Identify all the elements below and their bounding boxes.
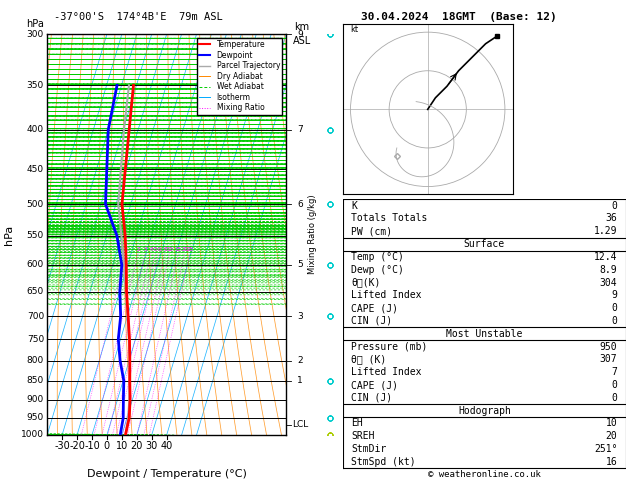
Text: 850: 850 bbox=[27, 376, 44, 385]
Text: 6: 6 bbox=[297, 200, 303, 208]
Text: 650: 650 bbox=[27, 287, 44, 296]
Text: 30.04.2024  18GMT  (Base: 12): 30.04.2024 18GMT (Base: 12) bbox=[361, 12, 557, 22]
Text: -37°00'S  174°4B'E  79m ASL: -37°00'S 174°4B'E 79m ASL bbox=[54, 12, 223, 22]
Text: 900: 900 bbox=[27, 396, 44, 404]
Text: 0: 0 bbox=[611, 303, 617, 313]
Text: CIN (J): CIN (J) bbox=[351, 393, 392, 403]
Text: Temp (°C): Temp (°C) bbox=[351, 252, 404, 262]
Text: 450: 450 bbox=[27, 165, 44, 174]
Text: 307: 307 bbox=[599, 354, 617, 364]
Text: Mixing Ratio (g/kg): Mixing Ratio (g/kg) bbox=[308, 195, 317, 274]
Text: 20: 20 bbox=[131, 441, 143, 451]
Text: 9: 9 bbox=[297, 30, 303, 38]
Text: θᴄ(K): θᴄ(K) bbox=[351, 278, 381, 288]
Text: 1: 1 bbox=[125, 246, 128, 252]
Text: 1: 1 bbox=[297, 376, 303, 385]
Text: 5: 5 bbox=[297, 260, 303, 269]
Text: kt: kt bbox=[350, 25, 359, 34]
Text: Hodograph: Hodograph bbox=[458, 406, 511, 416]
Text: 800: 800 bbox=[27, 356, 44, 365]
Text: 300: 300 bbox=[27, 30, 44, 38]
Text: 6: 6 bbox=[157, 246, 161, 252]
Text: Most Unstable: Most Unstable bbox=[446, 329, 523, 339]
Text: -10: -10 bbox=[84, 441, 100, 451]
Text: K: K bbox=[351, 201, 357, 210]
Text: 10: 10 bbox=[116, 441, 128, 451]
Text: 3: 3 bbox=[297, 312, 303, 321]
Text: 2: 2 bbox=[298, 356, 303, 365]
Text: km: km bbox=[294, 21, 309, 32]
Text: 350: 350 bbox=[27, 81, 44, 90]
Text: 0: 0 bbox=[611, 316, 617, 326]
Text: 0: 0 bbox=[611, 201, 617, 210]
Text: 7: 7 bbox=[297, 125, 303, 134]
Text: Lifted Index: Lifted Index bbox=[351, 367, 422, 377]
Text: 9: 9 bbox=[611, 290, 617, 300]
Text: Totals Totals: Totals Totals bbox=[351, 213, 428, 224]
Text: 1.29: 1.29 bbox=[594, 226, 617, 236]
Text: 36: 36 bbox=[606, 213, 617, 224]
Legend: Temperature, Dewpoint, Parcel Trajectory, Dry Adiabat, Wet Adiabat, Isotherm, Mi: Temperature, Dewpoint, Parcel Trajectory… bbox=[197, 38, 282, 115]
Text: 25: 25 bbox=[186, 246, 193, 252]
Text: 3: 3 bbox=[144, 246, 147, 252]
Text: SREH: SREH bbox=[351, 431, 375, 441]
Text: CAPE (J): CAPE (J) bbox=[351, 380, 398, 390]
Text: 750: 750 bbox=[27, 335, 44, 344]
Text: 400: 400 bbox=[27, 125, 44, 134]
Text: 600: 600 bbox=[27, 260, 44, 269]
Text: 8: 8 bbox=[163, 246, 167, 252]
Text: Pressure (mb): Pressure (mb) bbox=[351, 342, 428, 351]
Text: © weatheronline.co.uk: © weatheronline.co.uk bbox=[428, 470, 541, 479]
Text: 30: 30 bbox=[146, 441, 158, 451]
Text: CAPE (J): CAPE (J) bbox=[351, 303, 398, 313]
Text: PW (cm): PW (cm) bbox=[351, 226, 392, 236]
Text: 0: 0 bbox=[611, 380, 617, 390]
Text: 5: 5 bbox=[153, 246, 157, 252]
Text: 15: 15 bbox=[175, 246, 182, 252]
Text: 10: 10 bbox=[166, 246, 173, 252]
Text: 700: 700 bbox=[27, 312, 44, 321]
Text: 16: 16 bbox=[606, 457, 617, 467]
Text: EH: EH bbox=[351, 418, 363, 429]
Text: 4: 4 bbox=[149, 246, 153, 252]
Text: 304: 304 bbox=[599, 278, 617, 288]
Text: 12.4: 12.4 bbox=[594, 252, 617, 262]
Text: hPa: hPa bbox=[4, 225, 14, 244]
Text: 0: 0 bbox=[611, 393, 617, 403]
Text: 20: 20 bbox=[606, 431, 617, 441]
Text: Dewpoint / Temperature (°C): Dewpoint / Temperature (°C) bbox=[87, 469, 247, 479]
Text: StmSpd (kt): StmSpd (kt) bbox=[351, 457, 416, 467]
Text: θᴄ (K): θᴄ (K) bbox=[351, 354, 387, 364]
Text: 7: 7 bbox=[611, 367, 617, 377]
Text: 950: 950 bbox=[27, 414, 44, 422]
Text: Dewp (°C): Dewp (°C) bbox=[351, 265, 404, 275]
Text: CIN (J): CIN (J) bbox=[351, 316, 392, 326]
Text: -20: -20 bbox=[69, 441, 85, 451]
Text: Lifted Index: Lifted Index bbox=[351, 290, 422, 300]
Text: LCL: LCL bbox=[292, 420, 308, 429]
Text: 0: 0 bbox=[104, 441, 110, 451]
Text: 20: 20 bbox=[181, 246, 188, 252]
Text: 950: 950 bbox=[599, 342, 617, 351]
Text: 8.9: 8.9 bbox=[599, 265, 617, 275]
Text: -30: -30 bbox=[54, 441, 70, 451]
Text: 40: 40 bbox=[160, 441, 173, 451]
Text: 1000: 1000 bbox=[21, 431, 44, 439]
Text: StmDir: StmDir bbox=[351, 444, 387, 454]
Text: ASL: ASL bbox=[292, 36, 311, 47]
Text: 251°: 251° bbox=[594, 444, 617, 454]
Text: 550: 550 bbox=[27, 231, 44, 241]
Text: Surface: Surface bbox=[464, 239, 505, 249]
Text: 2: 2 bbox=[136, 246, 140, 252]
Text: 10: 10 bbox=[606, 418, 617, 429]
Text: 500: 500 bbox=[27, 200, 44, 208]
Text: hPa: hPa bbox=[26, 19, 44, 29]
